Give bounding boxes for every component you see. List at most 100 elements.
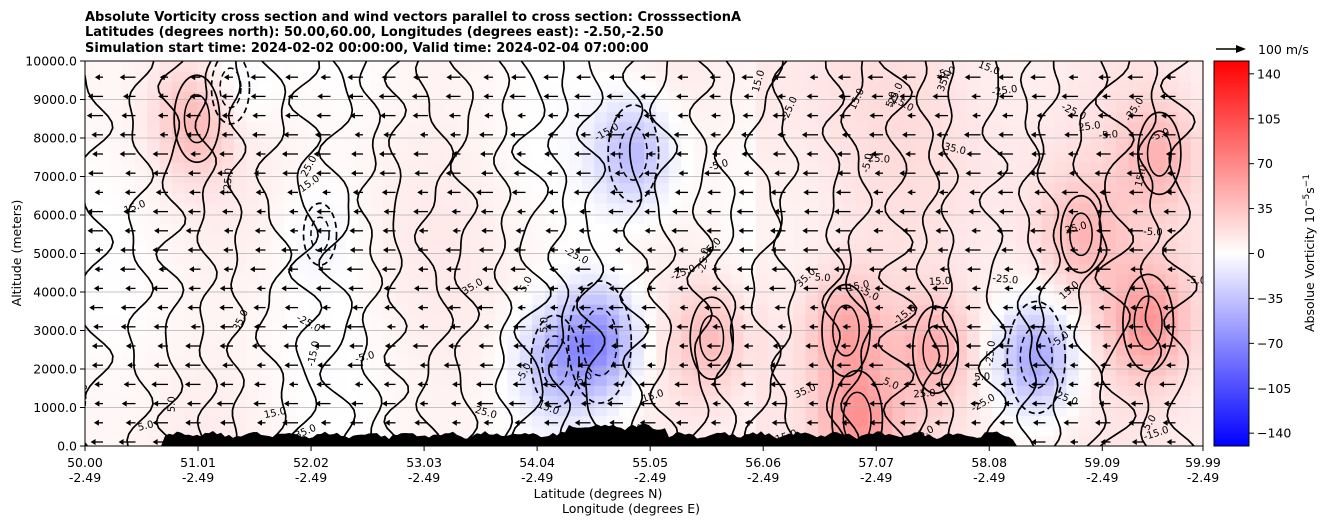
field-cell — [619, 223, 633, 234]
field-cell — [1116, 81, 1130, 92]
field-cell — [1091, 162, 1105, 174]
field-cell — [370, 324, 384, 336]
field-cell — [855, 152, 869, 163]
field-cell — [1140, 243, 1154, 255]
field-cell — [631, 283, 645, 295]
field-cell — [1190, 71, 1203, 82]
field-cell — [730, 91, 744, 103]
field-cell — [768, 273, 782, 285]
field-cell — [557, 101, 571, 113]
field-cell — [1041, 121, 1055, 133]
wind-vector-head — [870, 381, 876, 388]
field-cell — [507, 223, 521, 234]
wind-vector-head — [121, 400, 127, 407]
field-cell — [321, 172, 335, 184]
field-cell — [557, 354, 571, 366]
field-cell — [656, 395, 670, 407]
field-cell — [755, 172, 769, 184]
wind-vector-head — [157, 112, 163, 119]
field-cell — [619, 142, 633, 153]
field-cell — [1091, 212, 1105, 224]
field-cell — [1041, 202, 1055, 214]
field-cell — [321, 182, 335, 194]
field-cell — [470, 294, 484, 305]
field-cell — [867, 314, 881, 326]
wind-vector-head — [575, 170, 581, 177]
wind-vector-head — [383, 381, 389, 388]
wind-vector-head — [1129, 285, 1135, 292]
wind-vector-head — [413, 208, 419, 215]
field-cell — [395, 202, 409, 214]
wind-vector-head — [740, 131, 746, 138]
field-cell — [457, 344, 471, 356]
field-cell — [1053, 61, 1067, 72]
field-cell — [569, 314, 583, 326]
field-cell — [631, 152, 645, 163]
wind-vector-head — [643, 131, 649, 138]
field-cell — [246, 375, 260, 386]
wind-vector-head — [549, 304, 555, 311]
contour-line — [126, 61, 155, 446]
contour-label: 5.0 — [974, 372, 990, 384]
wind-vector-head — [869, 112, 875, 119]
wind-vector-head — [185, 227, 191, 234]
field-cell — [519, 91, 533, 103]
field-cell — [333, 425, 347, 437]
field-cell — [109, 425, 123, 437]
field-cell — [258, 71, 272, 82]
field-cell — [793, 294, 807, 305]
field-cell — [134, 304, 148, 315]
field-cell — [668, 344, 682, 356]
wind-vector-head — [606, 400, 612, 407]
field-cell — [693, 283, 707, 295]
field-cell — [544, 375, 558, 386]
field-cell — [482, 212, 496, 224]
field-cell — [681, 253, 695, 265]
wind-vector-head — [771, 400, 777, 407]
field-cell — [196, 364, 210, 376]
wind-vector-head — [641, 304, 647, 311]
field-cell — [470, 273, 484, 285]
field-cell — [730, 182, 744, 194]
field-cell — [569, 233, 583, 244]
field-cell — [1103, 212, 1117, 224]
wind-vector-head — [253, 170, 259, 177]
field-cell — [855, 415, 869, 427]
field-cell — [581, 253, 595, 265]
field-cell — [644, 71, 658, 82]
wind-vector-head — [899, 419, 905, 426]
field-cell — [420, 162, 434, 174]
field-cell — [718, 405, 732, 417]
field-cell — [730, 364, 744, 376]
field-cell — [569, 131, 583, 143]
field-cell — [755, 81, 769, 92]
field-cell — [1153, 202, 1167, 214]
field-cell — [1066, 344, 1080, 356]
field-cell — [420, 61, 434, 72]
field-cell — [805, 385, 819, 396]
field-cell — [544, 152, 558, 163]
field-cell — [681, 425, 695, 437]
field-cell — [395, 415, 409, 427]
field-cell — [1066, 61, 1080, 72]
field-cell — [1053, 263, 1067, 275]
field-cell — [97, 243, 111, 255]
field-cell — [631, 364, 645, 376]
contour-line — [449, 61, 481, 446]
field-cell — [184, 324, 198, 336]
field-cell — [1078, 111, 1092, 123]
field-cell — [134, 111, 148, 123]
field-cell — [681, 101, 695, 113]
field-cell — [1016, 91, 1030, 103]
field-cell — [929, 364, 943, 376]
field-cell — [1140, 111, 1154, 123]
field-cell — [97, 202, 111, 214]
wind-vector-head — [867, 323, 873, 330]
field-cell — [457, 131, 471, 143]
field-cell — [1091, 71, 1105, 82]
field-cell — [308, 395, 322, 407]
field-cell — [159, 425, 173, 437]
field-cell — [706, 415, 720, 427]
field-cell — [109, 162, 123, 174]
wind-vector-head — [999, 419, 1005, 426]
